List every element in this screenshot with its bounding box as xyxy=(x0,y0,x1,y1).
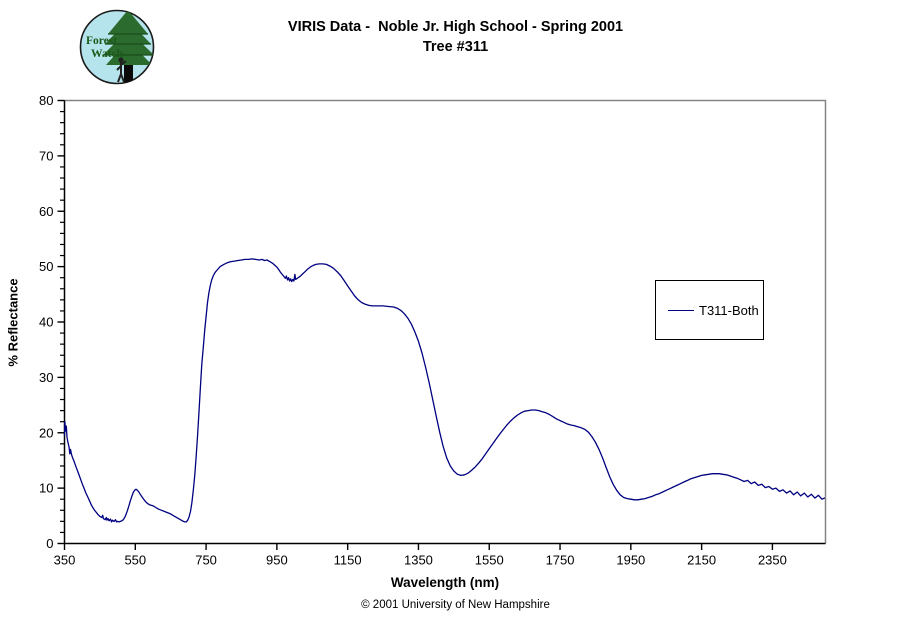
y-tick-label: 0 xyxy=(46,536,53,551)
y-axis-title: % Reflectance xyxy=(5,278,21,367)
y-tick-label: 50 xyxy=(39,259,53,274)
x-tick-label: 1350 xyxy=(404,553,433,568)
y-tick-label: 30 xyxy=(39,370,53,385)
copyright-text: © 2001 University of New Hampshire xyxy=(361,599,550,611)
spectral-curve xyxy=(63,258,826,523)
logo-tree-icon xyxy=(103,10,154,84)
logo-text-forest: Forest xyxy=(86,35,117,47)
x-tick-label: 2150 xyxy=(687,553,716,568)
logo-text-watch: Watch xyxy=(91,48,124,60)
x-tick-label: 350 xyxy=(54,553,76,568)
y-tick-label: 20 xyxy=(39,425,53,440)
chart-title-line1: VIRIS Data - Noble Jr. High School - Spr… xyxy=(287,19,624,35)
y-tick-label: 60 xyxy=(39,204,53,219)
y-tick-label: 70 xyxy=(39,148,53,163)
legend-label: T311-Both xyxy=(699,302,759,318)
legend-line-sample xyxy=(668,309,694,311)
legend: T311-Both xyxy=(655,280,764,340)
x-tick-label: 1550 xyxy=(475,553,504,568)
chart-title-line2: Tree #311 xyxy=(422,39,489,55)
x-tick-label: 750 xyxy=(195,553,217,568)
y-tick-label: 10 xyxy=(39,481,53,496)
x-tick-label: 1950 xyxy=(616,553,645,568)
y-tick-label: 40 xyxy=(39,315,53,330)
y-tick-label: 80 xyxy=(39,93,53,108)
x-tick-label: 2350 xyxy=(758,553,787,568)
forest-watch-logo: Forest Watch xyxy=(79,9,155,85)
plot-border xyxy=(64,99,827,544)
x-axis-title: Wavelength (nm) xyxy=(390,575,500,590)
x-tick-label: 1750 xyxy=(546,553,575,568)
x-tick-label: 550 xyxy=(124,553,146,568)
chart-title: VIRIS Data - Noble Jr. High School - Spr… xyxy=(0,17,911,57)
x-tick-label: 950 xyxy=(266,553,288,568)
x-tick-label: 1150 xyxy=(334,553,362,568)
